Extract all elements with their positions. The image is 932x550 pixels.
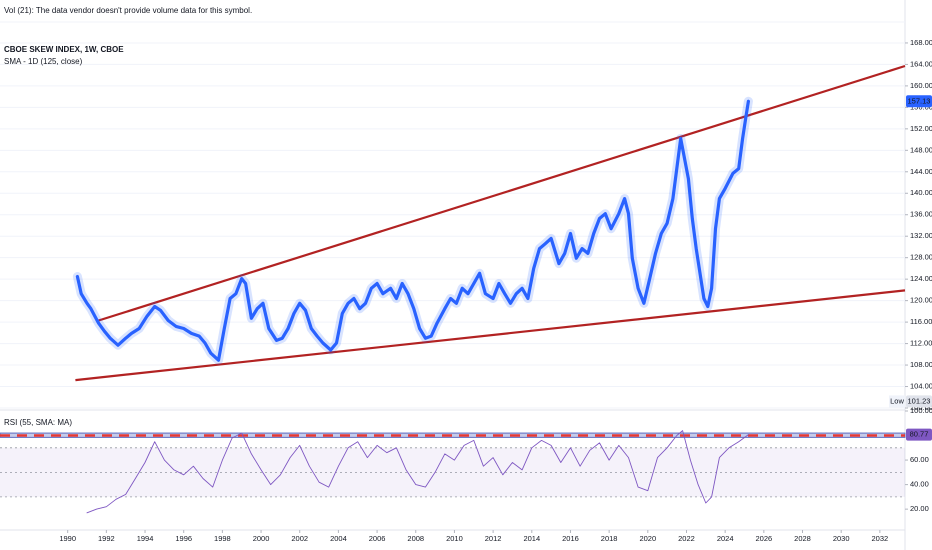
x-tick-label: 2002	[291, 534, 308, 543]
y-tick-label: 128.00	[910, 253, 932, 262]
y-tick-label: 124.00	[910, 274, 932, 283]
x-tick-label: 1990	[59, 534, 76, 543]
x-tick-label: 2008	[407, 534, 424, 543]
last-value: 80.77	[910, 430, 929, 439]
x-tick-label: 1996	[175, 534, 192, 543]
low-value-box	[906, 395, 932, 408]
x-tick-label: 2028	[794, 534, 811, 543]
x-tick-label: 2016	[562, 534, 579, 543]
x-tick-label: 1992	[98, 534, 115, 543]
y-tick-label: 20.00	[910, 504, 929, 513]
volume-notice: Vol (21): The data vendor doesn't provid…	[4, 6, 252, 15]
x-tick-label: 2012	[485, 534, 502, 543]
y-tick-label: 60.00	[910, 455, 929, 464]
last-value-box	[906, 95, 932, 108]
series-line	[86, 430, 749, 514]
y-tick-label: 164.00	[910, 59, 932, 68]
x-tick-label: 2022	[678, 534, 695, 543]
x-tick-label: 2018	[601, 534, 618, 543]
x-tick-label: 2026	[755, 534, 772, 543]
x-tick-label: 2000	[253, 534, 270, 543]
highlight-box	[0, 432, 906, 438]
x-tick-label: 2024	[717, 534, 734, 543]
y-tick-label: 160.00	[910, 81, 932, 90]
y-tick-label: 140.00	[910, 188, 932, 197]
x-tick-label: 2014	[523, 534, 540, 543]
x-tick-label: 1998	[214, 534, 231, 543]
last-value-box	[906, 428, 932, 441]
y-tick-label: 168.00	[910, 38, 932, 47]
y-tick-label: 120.00	[910, 296, 932, 305]
x-tick-label: 2010	[446, 534, 463, 543]
trend-line	[75, 289, 906, 382]
y-tick-label: 100.00	[910, 403, 932, 412]
x-tick-label: 1994	[137, 534, 154, 543]
y-tick-label: 132.00	[910, 231, 932, 240]
y-tick-label: 104.00	[910, 382, 932, 391]
series-line	[75, 99, 750, 362]
y-tick-label: 152.00	[910, 124, 932, 133]
y-tick-label: 148.00	[910, 145, 932, 154]
y-tick-label: 40.00	[910, 480, 929, 489]
y-tick-label: 108.00	[910, 360, 932, 369]
low-tag-box	[889, 395, 905, 408]
rsi-title: RSI (55, SMA: MA)	[4, 418, 72, 427]
x-tick-label: 2032	[872, 534, 889, 543]
trend-line	[98, 64, 906, 322]
y-tick-label: 100.00	[910, 406, 932, 415]
y-tick-label: 116.00	[910, 317, 932, 326]
x-tick-label: 2020	[639, 534, 656, 543]
last-value: 157.13	[908, 96, 931, 105]
x-tick-label: 2030	[833, 534, 850, 543]
y-tick-label: 112.00	[910, 339, 932, 348]
x-tick-label: 2006	[369, 534, 386, 543]
chart-title: CBOE SKEW INDEX, 1W, CBOE	[4, 45, 124, 54]
low-value: 101.23	[908, 396, 931, 405]
x-tick-label: 2004	[330, 534, 347, 543]
y-tick-label: 144.00	[910, 167, 932, 176]
y-tick-label: 136.00	[910, 210, 932, 219]
low-tag: Low	[890, 396, 904, 405]
chart-subtitle: SMA - 1D (125, close)	[4, 57, 83, 66]
